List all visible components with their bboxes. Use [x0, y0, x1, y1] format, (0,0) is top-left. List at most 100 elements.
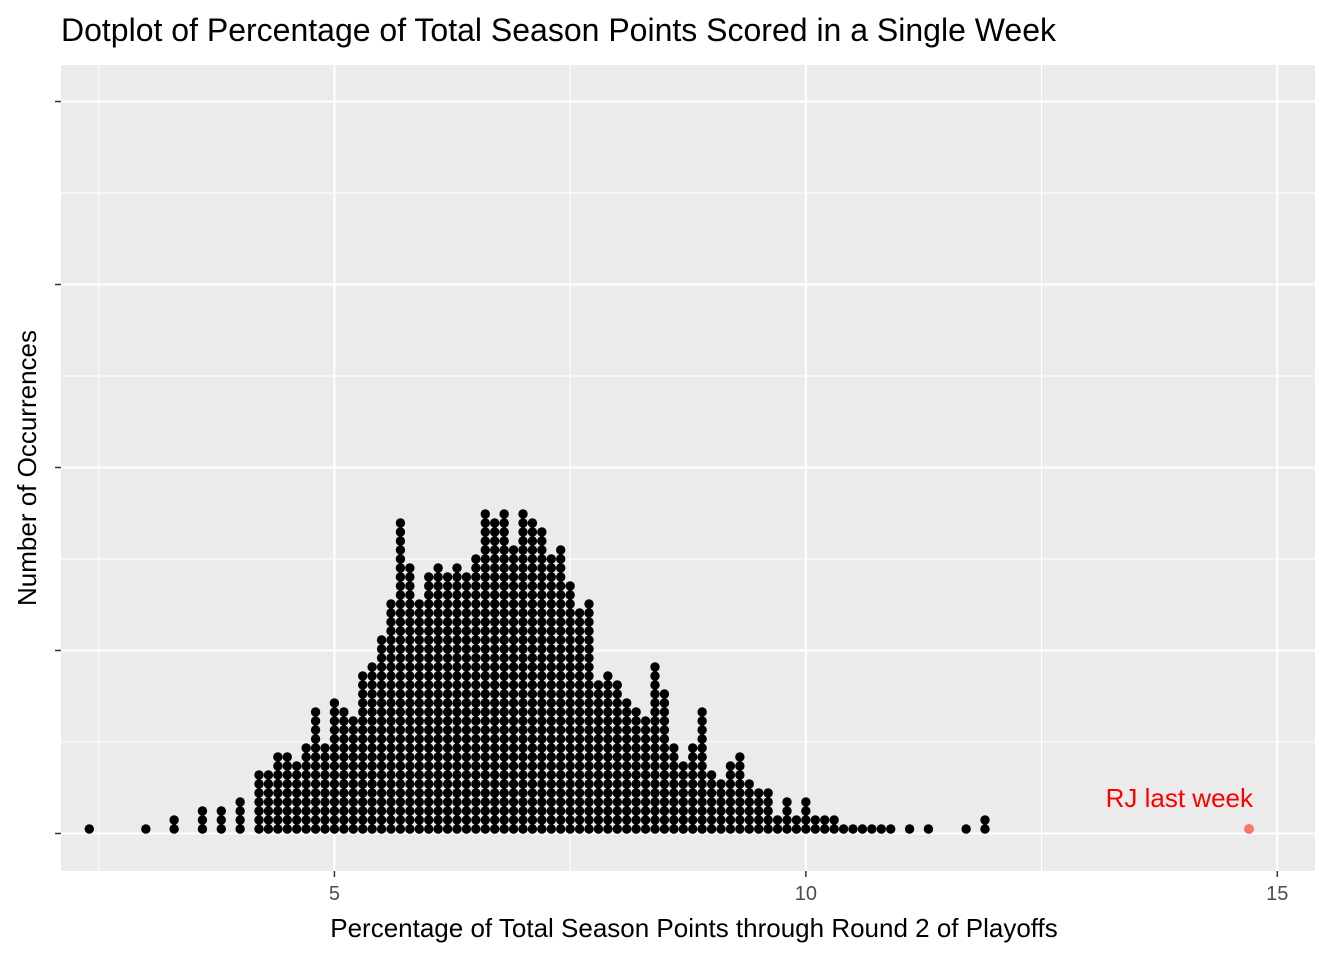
data-dot [508, 653, 519, 663]
data-dot [282, 806, 292, 816]
data-dot [527, 806, 538, 816]
data-dot [490, 788, 500, 798]
data-dot [320, 743, 330, 753]
data-dot [744, 797, 754, 807]
data-dot [376, 770, 387, 780]
data-dot [961, 824, 971, 834]
data-dot [376, 743, 387, 753]
data-dot [376, 680, 387, 690]
data-dot [339, 743, 349, 753]
data-dot [650, 788, 660, 798]
data-dot [499, 662, 509, 672]
data-dot [688, 797, 698, 807]
data-dot [556, 554, 566, 564]
data-dot [424, 761, 434, 771]
data-dot [556, 779, 566, 789]
data-dot [697, 806, 707, 816]
data-dot [518, 770, 528, 780]
data-dot [292, 770, 302, 780]
data-dot [527, 536, 538, 546]
data-dot [584, 824, 594, 834]
data-dot [744, 824, 754, 834]
data-dot [546, 707, 556, 717]
data-dot [499, 518, 509, 528]
data-dot [527, 599, 538, 609]
data-dot [622, 770, 632, 780]
data-dot [697, 797, 707, 807]
data-dot [358, 806, 368, 816]
data-dot [735, 761, 745, 771]
data-dot [310, 752, 321, 762]
data-dot [395, 644, 406, 654]
data-dot [584, 617, 594, 627]
data-dot [527, 734, 538, 744]
data-dot [480, 518, 490, 528]
data-dot [471, 653, 481, 663]
data-dot [640, 725, 651, 735]
data-dot [537, 707, 547, 717]
data-dot [395, 815, 406, 825]
data-dot [593, 734, 604, 744]
data-dot [433, 626, 443, 636]
data-dot [508, 824, 519, 834]
data-dot [527, 545, 538, 555]
data-dot [490, 824, 500, 834]
data-dot [414, 707, 424, 717]
data-dot [480, 752, 490, 762]
data-dot [527, 797, 538, 807]
data-dot [537, 698, 547, 708]
data-dot [310, 806, 321, 816]
data-dot [414, 671, 424, 681]
data-dot [358, 788, 368, 798]
data-dot [358, 743, 368, 753]
data-dot [405, 581, 415, 591]
data-dot [706, 824, 717, 834]
data-dot [763, 797, 773, 807]
data-dot [640, 806, 651, 816]
data-dot [706, 806, 717, 816]
data-dot [471, 617, 481, 627]
data-dot [527, 752, 538, 762]
data-dot [678, 770, 688, 780]
data-dot [763, 806, 773, 816]
data-dot [640, 815, 651, 825]
data-dot [508, 590, 519, 600]
data-dot [329, 761, 340, 771]
data-dot [527, 725, 538, 735]
data-dot [461, 788, 472, 798]
data-dot [584, 653, 594, 663]
data-dot [603, 716, 613, 726]
data-dot [584, 725, 594, 735]
data-dot [640, 824, 651, 834]
data-dot [584, 797, 594, 807]
data-dot [518, 707, 528, 717]
data-dot [169, 815, 179, 825]
data-dot [650, 824, 660, 834]
data-dot [292, 788, 302, 798]
data-dot [508, 608, 519, 618]
data-dot [471, 797, 481, 807]
data-dot [461, 617, 472, 627]
data-dot [386, 608, 396, 618]
data-dot [508, 725, 519, 735]
data-dot [386, 824, 396, 834]
data-dot [471, 707, 481, 717]
data-dot [452, 788, 462, 798]
data-dot [358, 716, 368, 726]
data-dot [640, 716, 651, 726]
data-dot [904, 824, 915, 834]
data-dot [442, 788, 453, 798]
data-dot [197, 815, 208, 825]
data-dot [565, 725, 575, 735]
data-dot [273, 752, 283, 762]
data-dot [263, 824, 274, 834]
data-dot [405, 653, 415, 663]
data-dot [395, 689, 406, 699]
data-dot [574, 680, 585, 690]
data-dot [490, 680, 500, 690]
data-dot [310, 743, 321, 753]
data-dot [273, 824, 283, 834]
data-dot [405, 689, 415, 699]
data-dot [320, 824, 330, 834]
data-dot [414, 725, 424, 735]
